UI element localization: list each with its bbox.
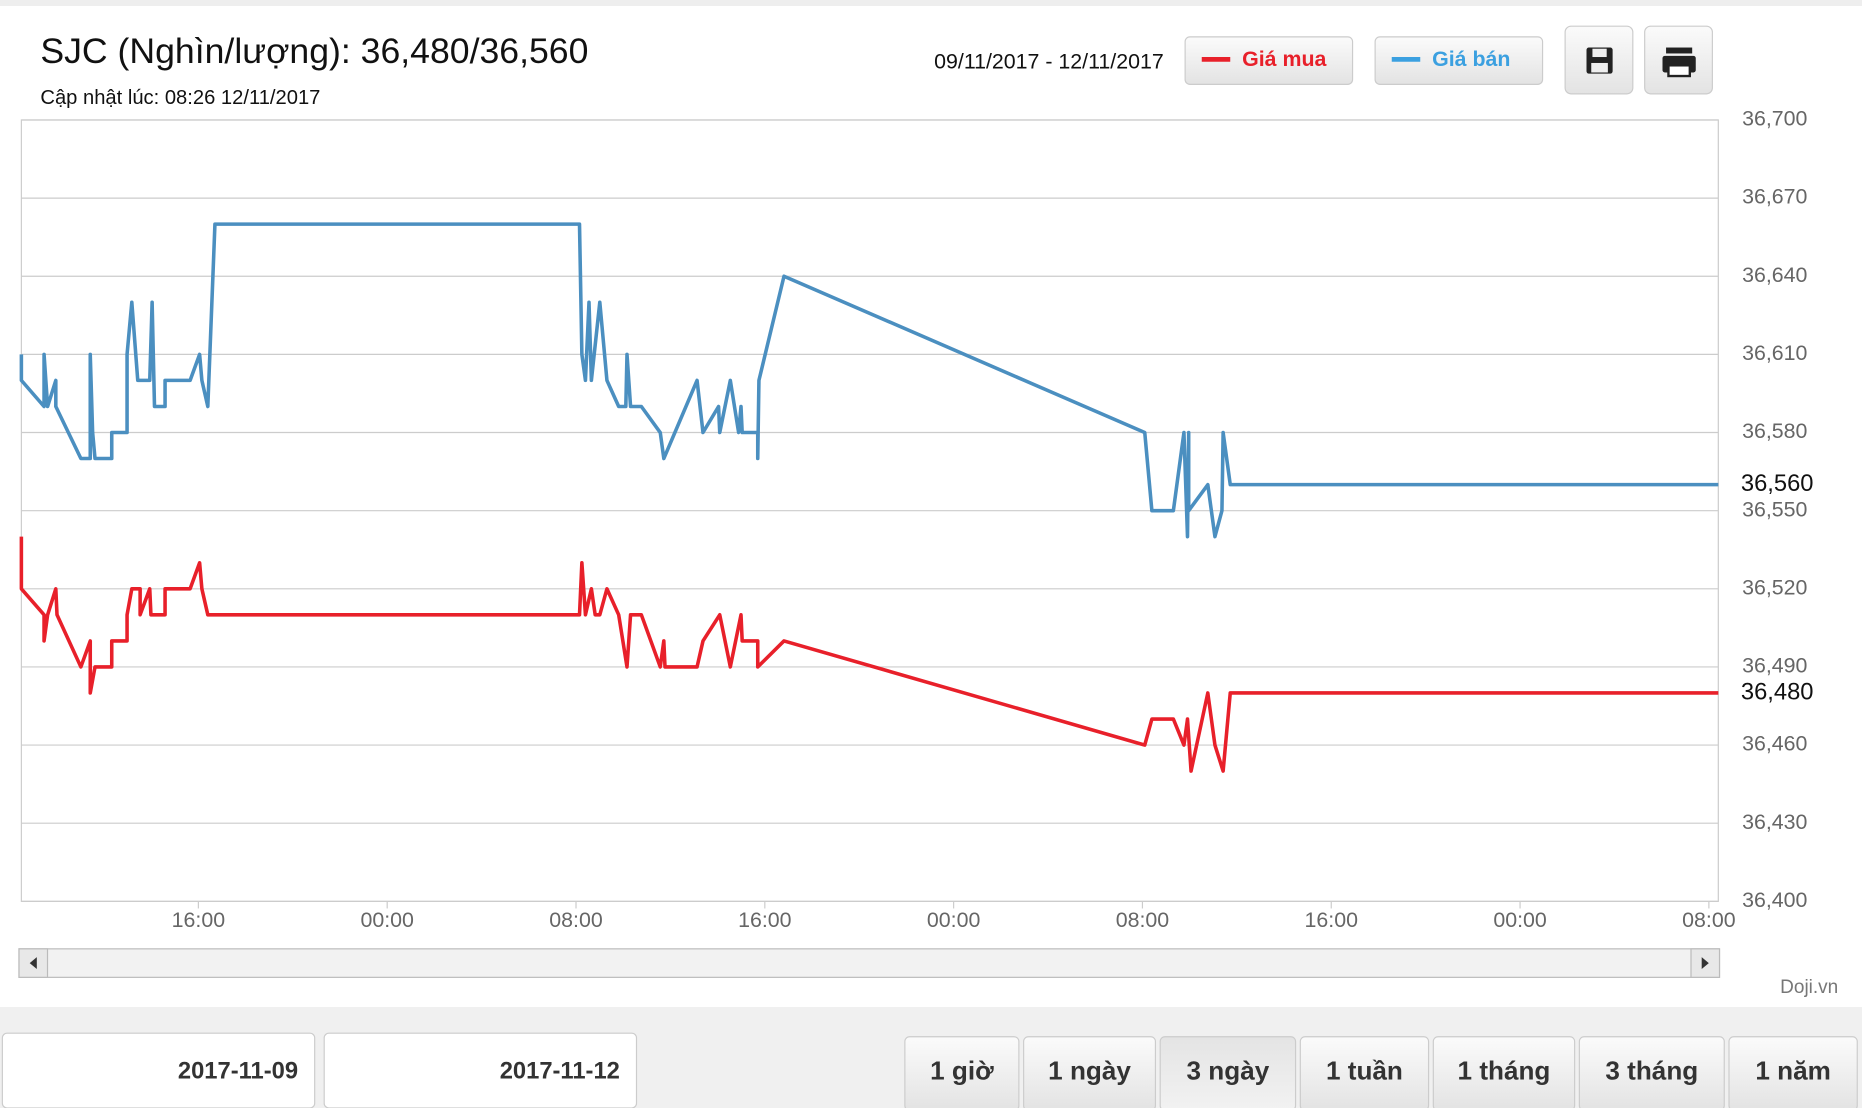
legend-item[interactable]: Giá bán [1374, 36, 1544, 85]
range-button-label: 1 ngày [1048, 1055, 1131, 1085]
range-button[interactable]: 3 tháng [1578, 1036, 1725, 1108]
current-label-bg [1733, 470, 1829, 499]
range-button-label: 1 năm [1755, 1055, 1830, 1085]
legend-label: Giá bán [1432, 47, 1510, 71]
range-button-label: 1 tháng [1458, 1055, 1551, 1085]
x-tick-label: 00:00 [927, 908, 981, 932]
legend-item[interactable]: Giá mua [1184, 36, 1354, 85]
y-tick-label: 36,670 [1742, 185, 1807, 209]
y-tick-label: 36,400 [1742, 888, 1807, 912]
date-input[interactable]: 2017-11-09 [1, 1032, 316, 1108]
range-button[interactable]: 1 tháng [1432, 1036, 1576, 1108]
price-line [19, 536, 1719, 773]
price-line [19, 222, 1719, 539]
range-button-label: 3 ngày [1187, 1055, 1270, 1085]
range-button[interactable]: 3 ngày [1159, 1036, 1297, 1108]
x-tick-label: 08:00 [1116, 908, 1170, 932]
range-button-box [904, 1036, 1020, 1108]
y-tick-label: 36,430 [1742, 810, 1807, 834]
date-input[interactable]: 2017-11-12 [323, 1032, 638, 1108]
range-button-box [1023, 1036, 1157, 1108]
y-tick-label: 36,610 [1742, 341, 1807, 365]
date-input-text: 2017-11-12 [500, 1058, 620, 1085]
x-tick-label: 00:00 [1493, 908, 1547, 932]
title: SJC (Nghìn/lượng): 36,480/36,560 [40, 31, 588, 71]
range-button-label: 1 tuần [1326, 1055, 1403, 1085]
save-button[interactable] [1564, 25, 1634, 95]
range-button-box [1578, 1036, 1725, 1108]
date-input-text: 2017-11-09 [178, 1058, 298, 1085]
x-tick-label: 08:00 [1682, 908, 1736, 932]
subtitle: Cập nhật lúc: 08:26 12/11/2017 [40, 87, 320, 109]
range-button-box [1159, 1036, 1297, 1108]
range-button-box [1299, 1036, 1430, 1108]
scrollbar[interactable] [18, 948, 1721, 978]
x-tick-label: 08:00 [549, 908, 603, 932]
y-tick-label: 36,640 [1742, 263, 1807, 287]
y-tick-label: 36,550 [1742, 497, 1807, 521]
print-button[interactable] [1644, 25, 1713, 95]
top-band [0, 0, 1862, 6]
y-tick-label: 36,700 [1742, 107, 1807, 131]
range-button-label: 1 giờ [930, 1055, 994, 1085]
y-tick-label: 36,520 [1742, 575, 1807, 599]
range-button[interactable]: 1 giờ [904, 1036, 1020, 1108]
range-button-box [1432, 1036, 1576, 1108]
date-range: 09/11/2017 - 12/11/2017 [934, 50, 1164, 74]
y-tick-label: 36,490 [1742, 654, 1807, 678]
range-button-box [1728, 1036, 1858, 1108]
legend-label: Giá mua [1242, 47, 1327, 71]
range-button[interactable]: 1 ngày [1023, 1036, 1157, 1108]
legend-box [1184, 36, 1354, 85]
legend-box [1374, 36, 1544, 85]
range-button-label: 3 tháng [1605, 1055, 1698, 1085]
range-button[interactable]: 1 tuần [1299, 1036, 1430, 1108]
x-tick-label: 00:00 [360, 908, 414, 932]
y-tick-label: 36,580 [1742, 419, 1807, 443]
current-label: 36,560 [1741, 470, 1814, 497]
y-tick-label: 36,460 [1742, 732, 1807, 756]
x-tick-label: 16:00 [738, 908, 792, 932]
x-tick-label: 16:00 [172, 908, 226, 932]
current-label: 36,480 [1741, 678, 1814, 705]
watermark: Doji.vn [1780, 977, 1838, 998]
current-label-bg [1733, 678, 1829, 708]
range-button[interactable]: 1 năm [1728, 1036, 1858, 1108]
x-tick-label: 16:00 [1305, 908, 1359, 932]
